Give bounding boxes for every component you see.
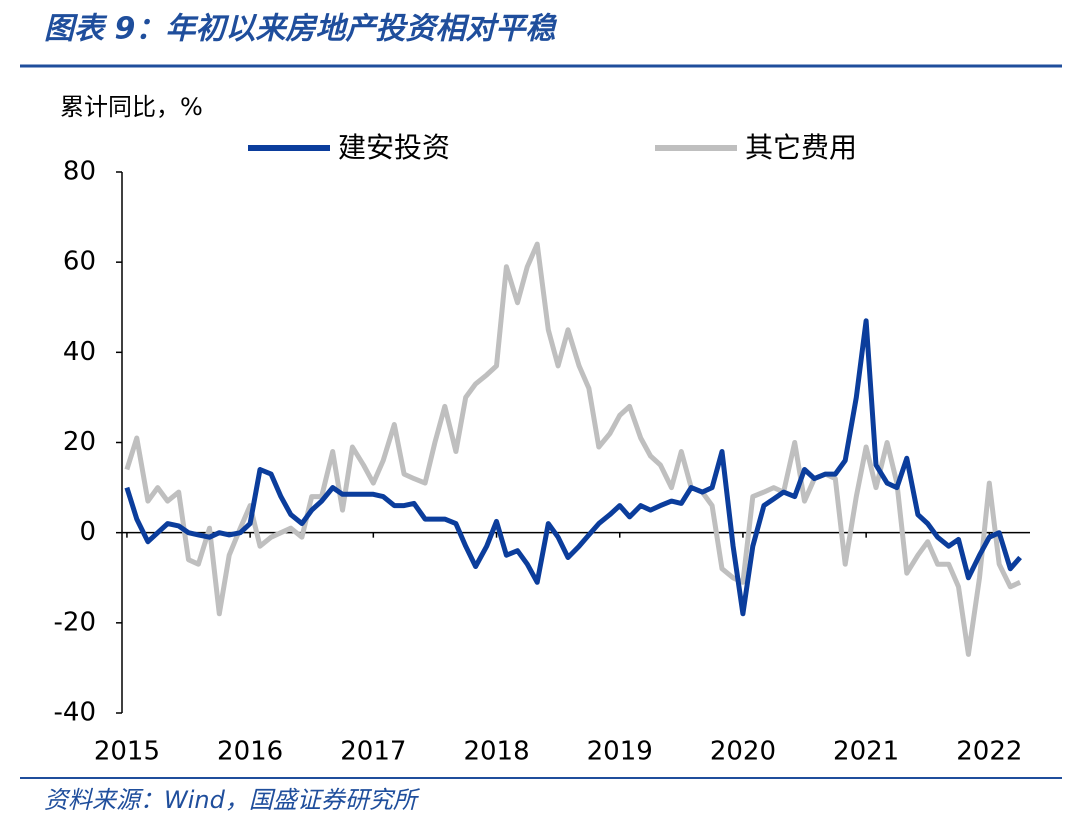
x-tick-label: 2021 <box>833 737 899 767</box>
y-tick-label: -20 <box>54 607 96 637</box>
y-tick-label: 0 <box>79 517 96 547</box>
source: 资料来源：Wind，国盛证券研究所 <box>44 786 421 814</box>
x-tick-label: 2017 <box>340 737 406 767</box>
y-tick-label: 60 <box>63 247 96 277</box>
y-tick-label: 80 <box>63 157 96 187</box>
x-tick-label: 2019 <box>587 737 653 767</box>
x-tick-label: 2015 <box>94 737 160 767</box>
legend-label: 建安投资 <box>338 131 450 164</box>
x-tick-label: 2016 <box>217 737 283 767</box>
x-tick-label: 2018 <box>463 737 529 767</box>
series-line <box>124 241 1022 657</box>
x-tick-label: 2020 <box>710 737 776 767</box>
y-tick-label: 40 <box>63 337 96 367</box>
y-tick-label: 20 <box>63 427 96 457</box>
legend-label: 其它费用 <box>745 131 857 164</box>
y-tick-label: -40 <box>54 698 96 728</box>
x-tick-label: 2022 <box>956 737 1022 767</box>
series-line <box>124 318 1022 617</box>
y-axis-label: 累计同比，% <box>60 93 203 121</box>
chart-title: 图表 9：年初以来房地产投资相对平稳 <box>44 12 557 47</box>
